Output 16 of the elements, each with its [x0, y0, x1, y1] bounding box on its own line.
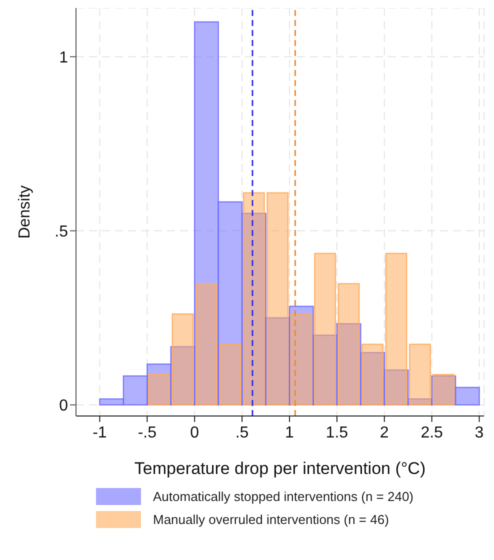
- y-tick-label: 0: [59, 398, 68, 415]
- legend-label: Manually overruled interventions (n = 46): [153, 512, 389, 527]
- x-tick-label: -.5: [138, 424, 157, 442]
- y-axis-title: Density: [16, 185, 34, 239]
- x-tick-label: 1: [285, 424, 294, 442]
- x-axis-title: Temperature drop per intervention (°C): [134, 459, 426, 478]
- x-tick-label: .5: [235, 424, 249, 442]
- x-tick-label: 2: [380, 424, 389, 442]
- x-tick-label: 3: [474, 424, 484, 442]
- x-tick-label: -1: [92, 424, 107, 442]
- x-tick-label: 2.5: [420, 424, 444, 442]
- legend-label: Automatically stopped interventions (n = 240): [153, 489, 414, 504]
- y-tick-label: 1: [59, 49, 68, 66]
- x-tick-label: 1.5: [326, 424, 348, 442]
- y-tick-label: .5: [54, 223, 68, 240]
- x-tick-label: 0: [190, 424, 200, 442]
